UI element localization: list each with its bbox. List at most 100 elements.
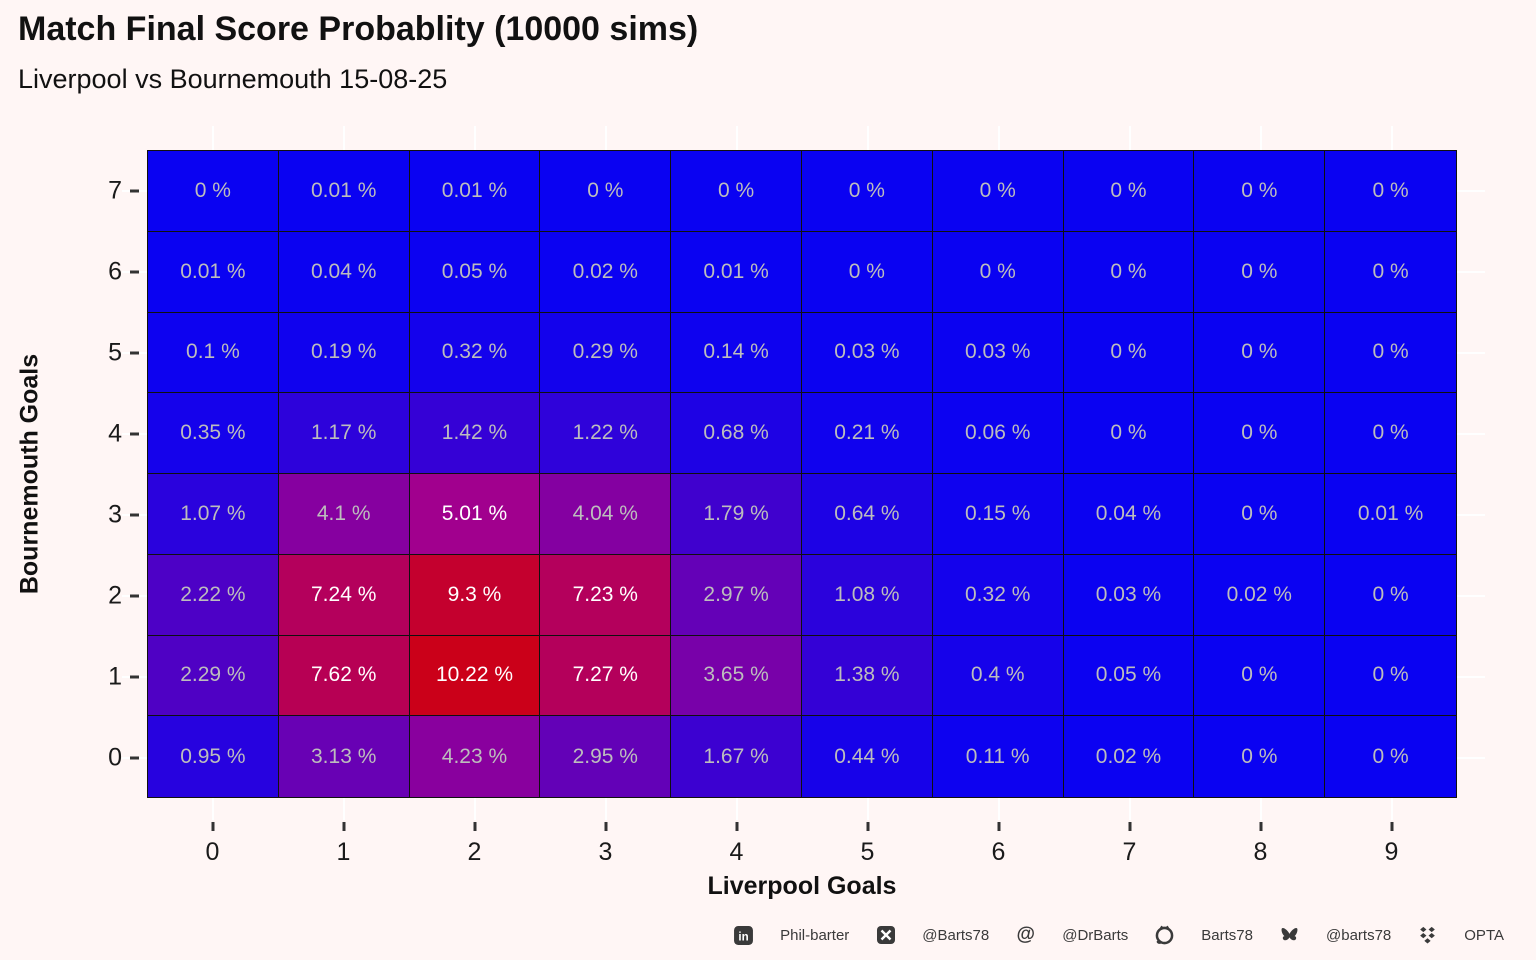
footer-item-dropbox: OPTA [1417,925,1504,946]
x-tick-label: 3 [598,838,613,866]
y-tick-label: 0 [108,743,122,771]
x-tick-mark [211,822,214,831]
x-tick-mark [1390,822,1393,831]
heatmap-cell: 0 % [1325,231,1456,313]
footer-item-x: @Barts78 [875,925,989,946]
heatmap-cell: 0 % [932,151,1064,232]
footer-item-github: Barts78 [1154,925,1253,946]
gridline-stub [1457,756,1485,759]
heatmap-cell: 4.04 % [540,474,672,555]
y-tick-mark [130,432,139,435]
heatmap-cell: 0.32 % [932,554,1064,636]
footer-handle: Phil-barter [780,926,850,944]
x-axis-title: Liverpool Goals [707,872,897,900]
heatmap-cell: 0.01 % [409,151,541,232]
gridline-stub [735,798,738,820]
heatmap-cell: 0 % [1194,716,1326,797]
x-tick-mark [735,822,738,831]
y-tick-mark [130,189,139,192]
x-tick-label: 0 [205,838,220,866]
heatmap-cell: 0 % [1194,474,1326,555]
y-tick-mark [130,513,139,516]
mastodon-icon: @ [1016,924,1035,945]
heatmap-cell: 0.03 % [932,312,1064,394]
gridline-stub [342,126,345,150]
x-tick-mark [997,822,1000,831]
x-tick-label: 2 [467,838,482,866]
gridline-stub [1259,126,1262,150]
x-tick-label: 8 [1253,838,1268,866]
gridline-stub [342,798,345,820]
x-tick-label: 5 [860,838,875,866]
heatmap-cell: 9.3 % [409,554,541,636]
gridline-stub [604,798,607,820]
y-tick-label: 5 [108,338,122,366]
heatmap-cell: 7.23 % [540,554,672,636]
heatmap-cell: 0.19 % [278,312,410,394]
x-icon [875,925,896,946]
heatmap-cell: 3.65 % [671,635,802,717]
y-tick-label: 2 [108,581,122,609]
heatmap-cell: 0.01 % [1325,474,1456,555]
footer-handle: @Barts78 [922,926,990,944]
heatmap-cell: 0 % [1325,312,1456,394]
x-tick-mark [1128,822,1131,831]
heatmap-cell: 1.17 % [278,393,410,474]
footer-handle: Barts78 [1201,926,1253,944]
heatmap-cell: 1.08 % [802,554,933,636]
footer-credits: in Phil-barter @Barts78 @ @DrBarts Barts… [733,922,1504,948]
heatmap-cell: 7.62 % [278,635,410,717]
heatmap-cell: 0.14 % [671,312,802,394]
gridline-stub [1390,798,1393,820]
chart-title: Match Final Score Probablity (10000 sims… [18,10,699,48]
heatmap-cell: 0.05 % [409,231,541,313]
y-tick-mark [130,756,139,759]
linkedin-icon: in [733,925,754,946]
y-tick-label: 4 [108,419,122,447]
x-tick-mark [1259,822,1262,831]
heatmap-cell: 2.97 % [671,554,802,636]
y-tick-mark [130,594,139,597]
gridline-stub [997,126,1000,150]
gridline-stub [1390,126,1393,150]
heatmap-cell: 0 % [1325,393,1456,474]
y-tick-label: 7 [108,176,122,204]
heatmap-cell: 7.24 % [278,554,410,636]
heatmap-cell: 0.1 % [148,312,279,394]
heatmap-cell: 1.38 % [802,635,933,717]
gridline-stub [1457,594,1485,597]
heatmap-cell: 4.23 % [409,716,541,797]
y-axis-title: Bournemouth Goals [15,353,44,595]
gridline-stub [473,798,476,820]
heatmap-cell: 0 % [1325,716,1456,797]
heatmap-cell: 2.29 % [148,635,279,717]
heatmap-cell: 1.79 % [671,474,802,555]
heatmap-cell: 0.11 % [932,716,1064,797]
x-tick-mark [342,822,345,831]
heatmap-cell: 2.95 % [540,716,672,797]
gridline-stub [1128,126,1131,150]
heatmap-cell: 0.44 % [802,716,933,797]
footer-item-mastodon: @ @DrBarts [1015,924,1128,946]
heatmap-cell: 0 % [671,151,802,232]
heatmap-cell: 0.04 % [1063,474,1195,555]
y-tick-mark [130,270,139,273]
gridline-stub [1457,270,1485,273]
heatmap-cell: 0 % [1194,151,1326,232]
heatmap-cell: 0 % [932,231,1064,313]
gridline-stub [997,798,1000,820]
heatmap-cell: 0 % [1325,635,1456,717]
footer-item-linkedin: in Phil-barter [733,925,849,946]
heatmap-cell: 1.22 % [540,393,672,474]
heatmap-cell: 0 % [1063,231,1195,313]
heatmap-cell: 5.01 % [409,474,541,555]
x-tick-label: 4 [729,838,744,866]
x-tick-mark [604,822,607,831]
bluesky-icon [1279,925,1300,946]
x-tick-label: 9 [1384,838,1399,866]
heatmap-cell: 0.06 % [932,393,1064,474]
footer-item-bluesky: @barts78 [1279,925,1391,946]
heatmap-cell: 0.02 % [540,231,672,313]
heatmap-cell: 0.05 % [1063,635,1195,717]
